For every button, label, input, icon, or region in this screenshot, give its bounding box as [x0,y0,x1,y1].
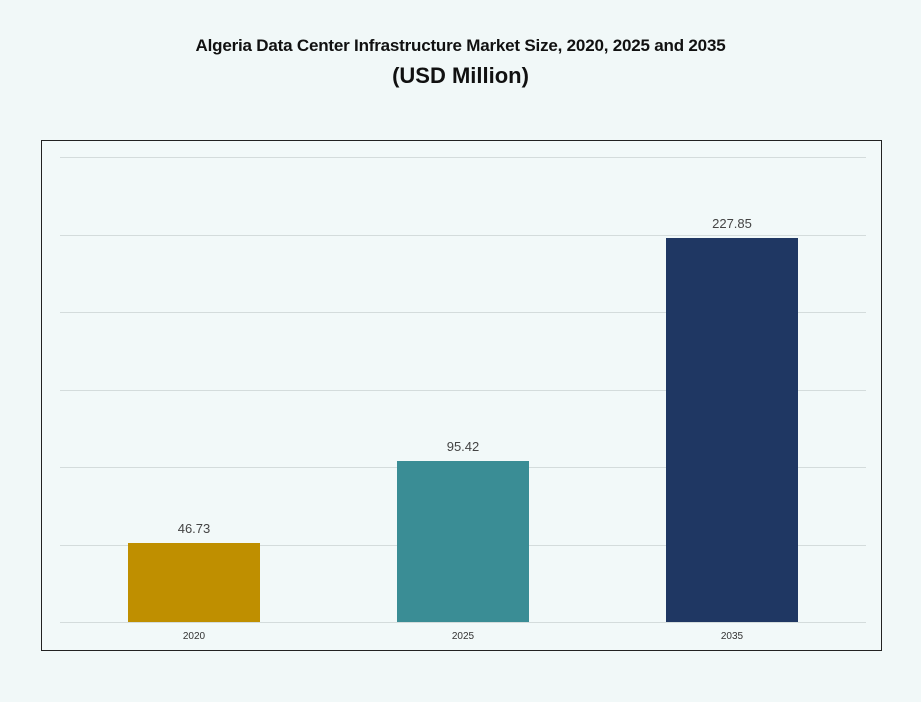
gridline [60,235,866,236]
gridline [60,390,866,391]
x-axis-baseline [60,622,866,623]
value-label-2020: 46.73 [177,521,211,537]
chart-plot-area: 46.73 95.42 227.85 2020 2025 2035 [41,140,882,651]
x-tick-label-2020: 2020 [182,631,206,642]
x-tick-label-2035: 2035 [720,631,744,642]
gridline [60,312,866,313]
chart-title: Algeria Data Center Infrastructure Marke… [195,36,726,55]
bar-2025 [397,461,529,622]
gridline [60,157,866,158]
value-label-2035: 227.85 [712,216,752,232]
bar-2020 [128,543,260,622]
bar-2035 [666,238,798,622]
chart-subtitle: (USD Million) [392,63,529,88]
x-tick-label-2025: 2025 [451,631,475,642]
value-label-2025: 95.42 [446,439,480,455]
